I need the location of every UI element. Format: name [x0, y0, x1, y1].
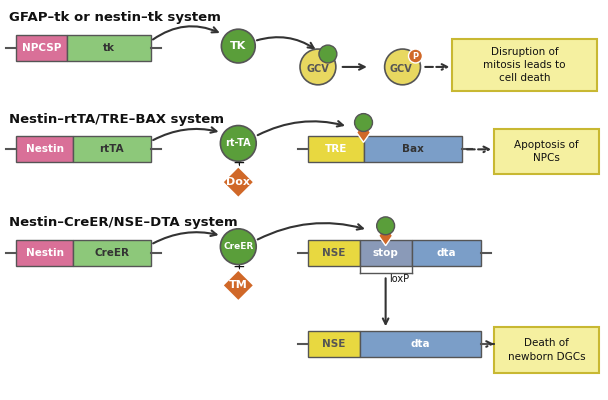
Text: TM: TM — [229, 280, 247, 290]
Circle shape — [300, 49, 336, 85]
Text: Apoptosis of
NPCs: Apoptosis of NPCs — [514, 140, 579, 163]
FancyBboxPatch shape — [360, 331, 481, 357]
Text: Nestin: Nestin — [26, 248, 64, 258]
FancyBboxPatch shape — [412, 240, 481, 266]
Circle shape — [220, 229, 256, 264]
FancyBboxPatch shape — [67, 35, 151, 61]
Polygon shape — [379, 226, 393, 246]
Text: NPCSP: NPCSP — [22, 43, 61, 53]
Text: rtTA: rtTA — [100, 144, 124, 154]
Text: GFAP–tk or nestin–tk system: GFAP–tk or nestin–tk system — [9, 11, 221, 24]
FancyBboxPatch shape — [494, 128, 599, 174]
Text: stop: stop — [373, 248, 399, 258]
Circle shape — [220, 126, 256, 161]
Polygon shape — [223, 166, 254, 198]
FancyBboxPatch shape — [360, 240, 412, 266]
Text: loxP: loxP — [390, 274, 410, 284]
FancyBboxPatch shape — [452, 39, 596, 91]
FancyBboxPatch shape — [308, 136, 364, 162]
Text: +: + — [232, 156, 244, 171]
Text: Nestin–CreER/NSE–DTA system: Nestin–CreER/NSE–DTA system — [9, 216, 238, 229]
Text: dta: dta — [437, 248, 456, 258]
FancyBboxPatch shape — [16, 240, 73, 266]
Text: dta: dta — [410, 339, 430, 349]
Text: NSE: NSE — [322, 339, 345, 349]
Text: NSE: NSE — [322, 248, 345, 258]
FancyBboxPatch shape — [16, 136, 73, 162]
Text: rt-TA: rt-TA — [226, 138, 251, 148]
FancyBboxPatch shape — [494, 327, 599, 373]
Circle shape — [409, 49, 423, 63]
Text: TRE: TRE — [325, 144, 347, 154]
Text: Dox: Dox — [226, 177, 250, 187]
Polygon shape — [356, 122, 370, 142]
FancyBboxPatch shape — [73, 136, 151, 162]
Text: +: + — [232, 260, 244, 274]
FancyBboxPatch shape — [308, 331, 360, 357]
Text: TK: TK — [230, 41, 246, 51]
Text: tk: tk — [103, 43, 115, 53]
Text: Nestin–rtTA/TRE–BAX system: Nestin–rtTA/TRE–BAX system — [9, 113, 224, 126]
FancyBboxPatch shape — [16, 35, 67, 61]
Circle shape — [377, 217, 395, 235]
Text: Disruption of
mitosis leads to
cell death: Disruption of mitosis leads to cell deat… — [483, 47, 565, 83]
Text: GCV: GCV — [306, 64, 330, 74]
Text: P: P — [412, 52, 418, 60]
Text: CreER: CreER — [94, 248, 130, 258]
Text: Death of
newborn DGCs: Death of newborn DGCs — [508, 338, 586, 362]
FancyBboxPatch shape — [364, 136, 462, 162]
Text: Bax: Bax — [402, 144, 424, 154]
FancyBboxPatch shape — [308, 240, 360, 266]
Text: CreER: CreER — [223, 242, 254, 251]
Text: GCV: GCV — [389, 64, 412, 74]
Polygon shape — [223, 270, 254, 301]
Text: Nestin: Nestin — [26, 144, 64, 154]
Circle shape — [319, 45, 337, 63]
Circle shape — [221, 29, 255, 63]
Circle shape — [385, 49, 421, 85]
Circle shape — [354, 114, 373, 132]
FancyBboxPatch shape — [73, 240, 151, 266]
